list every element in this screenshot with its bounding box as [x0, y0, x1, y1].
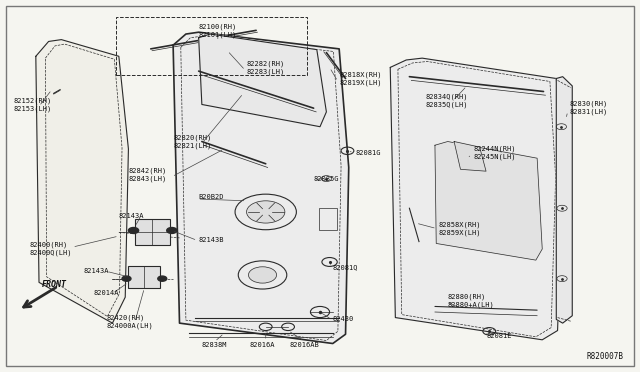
- Text: 82842(RH)
82843(LH): 82842(RH) 82843(LH): [129, 168, 166, 182]
- Text: 82152(RH)
82153(LH): 82152(RH) 82153(LH): [13, 97, 52, 112]
- Text: 82016AB: 82016AB: [289, 341, 319, 347]
- Text: 82016A: 82016A: [250, 341, 275, 347]
- Polygon shape: [173, 32, 349, 343]
- Circle shape: [122, 276, 131, 281]
- Text: 82830(RH)
82831(LH): 82830(RH) 82831(LH): [569, 101, 607, 115]
- Text: 82282(RH)
82283(LH): 82282(RH) 82283(LH): [246, 60, 285, 75]
- Polygon shape: [390, 58, 563, 340]
- Text: 82081Q: 82081Q: [333, 264, 358, 270]
- Circle shape: [246, 201, 285, 223]
- Bar: [319, 208, 337, 231]
- Text: 82081G: 82081G: [355, 150, 381, 155]
- Text: 82400(RH)
82400Q(LH): 82400(RH) 82400Q(LH): [29, 242, 72, 256]
- Text: 82143A: 82143A: [119, 213, 145, 219]
- Text: 82818X(RH)
82819X(LH): 82818X(RH) 82819X(LH): [339, 71, 381, 86]
- Circle shape: [167, 228, 177, 234]
- Text: 82820(RH)
82821(LH): 82820(RH) 82821(LH): [173, 134, 211, 149]
- Text: 82430: 82430: [333, 317, 354, 323]
- Polygon shape: [556, 77, 572, 323]
- Text: 82143B: 82143B: [198, 237, 224, 243]
- Bar: [129, 266, 161, 288]
- Polygon shape: [36, 39, 129, 323]
- Text: R820007B: R820007B: [586, 352, 623, 361]
- Text: B20B2D: B20B2D: [198, 194, 224, 200]
- Text: 82081E: 82081E: [486, 333, 511, 339]
- Text: 82880(RH)
82880+A(LH): 82880(RH) 82880+A(LH): [448, 294, 495, 308]
- Text: 82143A: 82143A: [84, 268, 109, 274]
- Bar: [135, 219, 170, 245]
- Bar: [116, 17, 307, 75]
- Circle shape: [248, 267, 276, 283]
- Text: 82100(RH)
82101(LH): 82100(RH) 82101(LH): [198, 23, 237, 38]
- Text: 82420(RH)
824000A(LH): 82420(RH) 824000A(LH): [106, 314, 153, 328]
- Text: 82858X(RH)
82859X(LH): 82858X(RH) 82859X(LH): [438, 221, 481, 236]
- Text: 82014A: 82014A: [93, 291, 119, 296]
- Text: 82838M: 82838M: [202, 341, 227, 347]
- Text: 82085G: 82085G: [314, 176, 339, 182]
- Text: FRONT: FRONT: [42, 280, 67, 289]
- Polygon shape: [435, 141, 542, 260]
- Text: 82244N(RH)
82245N(LH): 82244N(RH) 82245N(LH): [473, 145, 516, 160]
- Circle shape: [129, 228, 139, 234]
- Polygon shape: [454, 141, 486, 171]
- Circle shape: [158, 276, 167, 281]
- Text: 82834Q(RH)
82835Q(LH): 82834Q(RH) 82835Q(LH): [426, 93, 468, 108]
- Polygon shape: [198, 34, 326, 127]
